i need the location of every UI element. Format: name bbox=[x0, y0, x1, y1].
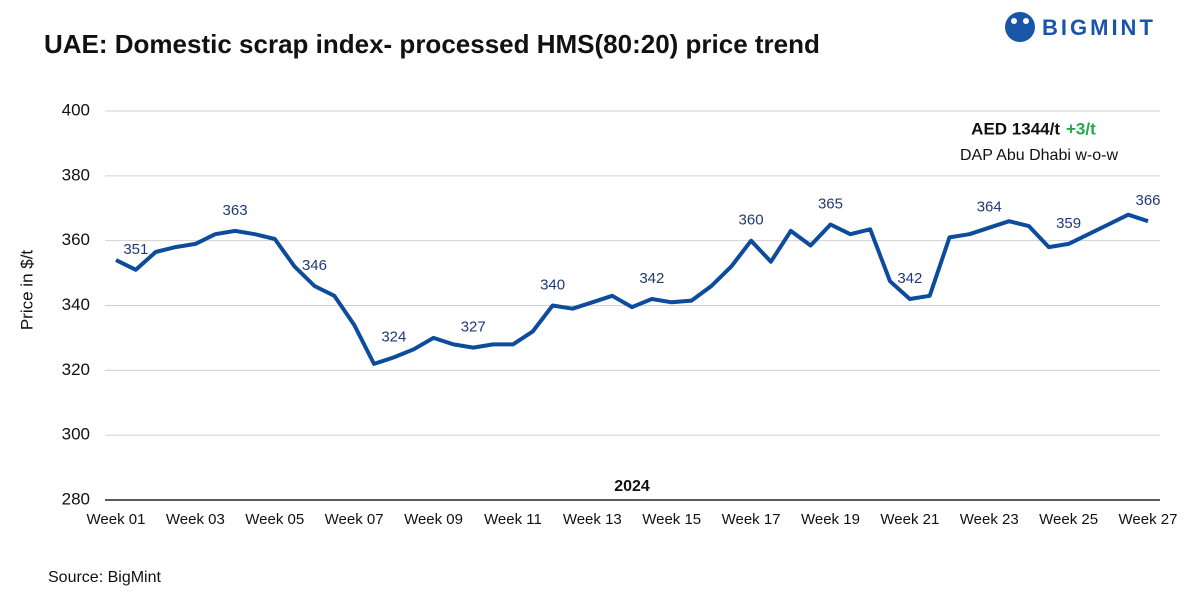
source: Source: BigMint bbox=[48, 569, 161, 586]
x-tick-label: Week 17 bbox=[722, 511, 781, 528]
x-tick-label: Week 07 bbox=[325, 511, 384, 528]
logo-dot bbox=[1023, 18, 1029, 24]
x-tick-label: Week 15 bbox=[642, 511, 701, 528]
x-tick-label: Week 27 bbox=[1119, 511, 1178, 528]
x-tick-label: Week 11 bbox=[484, 511, 542, 528]
annotation-change: +3/t bbox=[1066, 119, 1096, 138]
x-tick-label: Week 03 bbox=[166, 511, 225, 528]
x-tick-label: Week 09 bbox=[404, 511, 463, 528]
data-label: 359 bbox=[1056, 215, 1081, 232]
data-label: 365 bbox=[818, 195, 843, 212]
series-line bbox=[115, 212, 1149, 366]
y-tick-label: 280 bbox=[62, 489, 90, 508]
logo-dot bbox=[1011, 18, 1017, 24]
logo: BIGMINT bbox=[1005, 12, 1156, 42]
y-tick-label: 400 bbox=[62, 100, 90, 119]
y-tick-label: 300 bbox=[62, 425, 90, 444]
x-tick-label: Week 05 bbox=[245, 511, 304, 528]
chart-title: UAE: Domestic scrap index- processed HMS… bbox=[44, 29, 820, 59]
data-label: 364 bbox=[977, 199, 1002, 216]
x-tick-label: Week 21 bbox=[880, 511, 939, 528]
y-axis-label: Price in $/t bbox=[17, 250, 36, 331]
x-tick-label: Week 25 bbox=[1039, 511, 1098, 528]
annotation-price: AED 1344/t bbox=[971, 119, 1060, 138]
y-tick-label: 360 bbox=[62, 230, 90, 249]
y-tick-label: 380 bbox=[62, 165, 90, 184]
data-label: 340 bbox=[540, 276, 565, 293]
data-label: 324 bbox=[381, 328, 406, 345]
annotation-note: DAP Abu Dhabi w-o-w bbox=[960, 147, 1118, 164]
data-label: 366 bbox=[1135, 192, 1160, 209]
data-label: 346 bbox=[302, 257, 327, 274]
x-tick-label: Week 01 bbox=[87, 511, 146, 528]
x-tick-label: Week 13 bbox=[563, 511, 622, 528]
logo-icon bbox=[1005, 12, 1035, 42]
data-label: 327 bbox=[461, 319, 486, 336]
brand: BIGMINT bbox=[1042, 15, 1156, 40]
data-label: 342 bbox=[897, 270, 922, 287]
data-label: 342 bbox=[639, 270, 664, 287]
y-tick-label: 320 bbox=[62, 360, 90, 379]
x-tick-label: Week 23 bbox=[960, 511, 1019, 528]
x-axis-label: 2024 bbox=[614, 478, 650, 495]
x-tick-label: Week 19 bbox=[801, 511, 860, 528]
data-label: 363 bbox=[223, 202, 248, 219]
data-label: 360 bbox=[739, 212, 764, 229]
data-label: 351 bbox=[123, 241, 148, 258]
y-tick-label: 340 bbox=[62, 295, 90, 314]
